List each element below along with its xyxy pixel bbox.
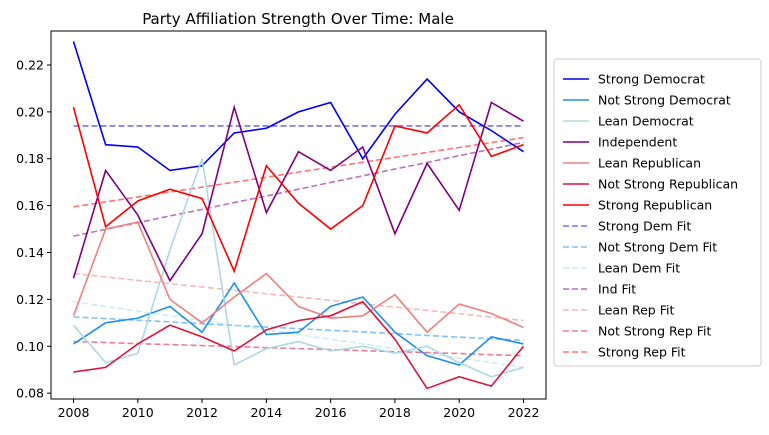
- series-line-lean-rep-fit: [73, 272, 524, 322]
- y-tick-label: 0.14: [16, 245, 44, 260]
- series-line-lean-democrat: [72, 158, 524, 378]
- legend: Strong Democrat Not Strong Democrat Lean D…: [553, 58, 762, 367]
- series-line-independent: [72, 101, 524, 283]
- series-line-strong-democrat: [72, 41, 524, 172]
- series-line-not-strong-republican: [73, 300, 525, 390]
- x-tick-label: 2012: [186, 405, 218, 420]
- x-tick-label: 2014: [250, 405, 282, 420]
- series-line-lean-dem-fit: [73, 300, 524, 369]
- chart-title: Party Affiliation Strength Over Time: Ma…: [142, 10, 454, 28]
- legend-label-lean-rep-fit: Lean Rep Fit: [598, 303, 674, 318]
- legend-label-not-strong-democrat: Not Strong Democrat: [598, 93, 731, 108]
- y-tick-label: 0.18: [16, 151, 44, 166]
- legend-label-lean-republican: Lean Republican: [598, 156, 701, 171]
- plot-frame: [50, 30, 547, 400]
- series-line-ind-fit: [73, 141, 524, 237]
- series-line-not-strong-rep-fit: [73, 340, 524, 357]
- legend-label-strong-dem-fit: Strong Dem Fit: [598, 219, 691, 234]
- y-tick-label: 0.10: [16, 339, 44, 354]
- legend-label-not-strong-republican: Not Strong Republican: [598, 177, 738, 192]
- x-tick-label: 2018: [379, 405, 411, 420]
- x-axis: 2008 2010 2012 2014 2016 2018 2020 2022: [58, 399, 540, 420]
- legend-label-strong-democrat: Strong Democrat: [598, 72, 705, 87]
- legend-label-not-strong-rep-fit: Not Strong Rep Fit: [598, 324, 712, 339]
- series-line-strong-rep-fit: [73, 136, 524, 208]
- x-tick-label: 2020: [443, 405, 475, 420]
- x-tick-label: 2010: [122, 405, 154, 420]
- x-tick-label: 2016: [315, 405, 347, 420]
- legend-label-lean-dem-fit: Lean Dem Fit: [598, 261, 680, 276]
- series-line-not-strong-democrat: [73, 281, 524, 366]
- legend-label-strong-rep-fit: Strong Rep Fit: [598, 345, 686, 360]
- y-tick-label: 0.08: [16, 386, 44, 401]
- y-axis: 0.08 0.10 0.12 0.14 0.16 0.18 0.20 0.22: [16, 57, 51, 401]
- legend-label-lean-democrat: Lean Democrat: [598, 114, 694, 129]
- series-line-lean-republican: [72, 221, 524, 334]
- x-tick-label: 2008: [58, 405, 90, 420]
- legend-label-strong-republican: Strong Republican: [598, 198, 712, 213]
- legend-label-independent: Independent: [598, 135, 677, 150]
- y-tick-label: 0.22: [16, 57, 44, 72]
- legend-label-not-strong-dem-fit: Not Strong Dem Fit: [598, 240, 717, 255]
- legend-label-ind-fit: Ind Fit: [598, 282, 636, 297]
- y-tick-label: 0.12: [16, 292, 44, 307]
- legend-frame: [553, 58, 762, 367]
- x-tick-label: 2022: [508, 405, 540, 420]
- series-line-strong-republican: [72, 103, 524, 274]
- series-layer: [72, 41, 525, 390]
- y-tick-label: 0.20: [16, 104, 44, 119]
- y-tick-label: 0.16: [16, 198, 44, 213]
